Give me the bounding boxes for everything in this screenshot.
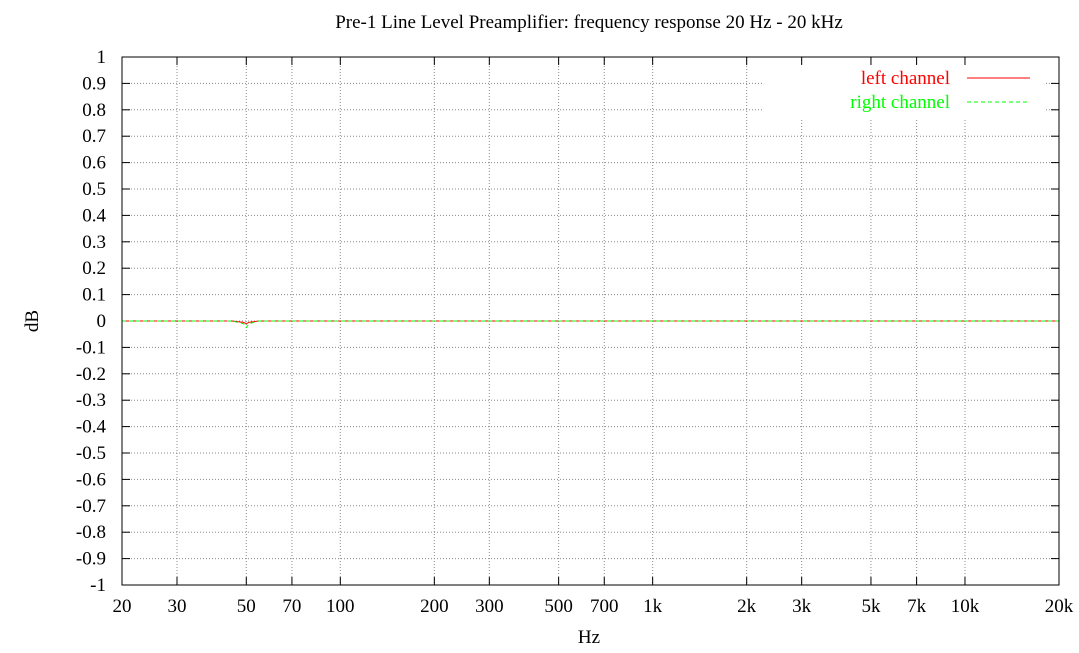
y-tick-label: -0.2 xyxy=(76,364,106,385)
x-tick-label: 20k xyxy=(1045,596,1074,617)
x-tick-label: 3k xyxy=(792,596,812,617)
y-tick-label: 0.6 xyxy=(82,153,106,174)
y-tick-label: -0.9 xyxy=(76,549,106,570)
y-tick-label: 0.5 xyxy=(82,179,106,200)
y-tick-label: -0.5 xyxy=(76,443,106,464)
legend: left channel right channel xyxy=(762,66,1045,118)
y-tick-label: -0.1 xyxy=(76,337,106,358)
x-tick-label: 50 xyxy=(237,596,256,617)
y-tick-label: 0.1 xyxy=(82,285,106,306)
y-tick-label: 0 xyxy=(97,311,107,332)
x-tick-label: 1k xyxy=(643,596,663,617)
x-tick-labels: 20 30 50 70 100 200 300 500 700 1k 2k 3k 5k 7k 10k 20k xyxy=(113,596,1074,617)
plot-frame xyxy=(121,56,1060,586)
y-tick-label: -0.6 xyxy=(76,469,106,490)
x-tick-label: 2k xyxy=(737,596,757,617)
y-tick-label: -0.3 xyxy=(76,390,106,411)
x-tick-label: 30 xyxy=(167,596,186,617)
y-tick-labels: 1 0.9 0.8 0.7 0.6 0.5 0.4 0.3 0.2 0.1 0 -0.1 -0.2 -0.… xyxy=(76,47,107,596)
y-tick-label: 0.4 xyxy=(82,205,106,226)
y-tick-label: 0.2 xyxy=(82,258,106,279)
series-line-right-channel xyxy=(122,320,1059,329)
data-series xyxy=(122,320,1059,329)
y-axis-label: dB xyxy=(22,310,43,332)
x-tick-label: 100 xyxy=(326,596,355,617)
x-tick-label: 5k xyxy=(861,596,881,617)
x-tick-label: 300 xyxy=(475,596,504,617)
y-tick-label: 0.8 xyxy=(82,100,106,121)
legend-label: right channel xyxy=(850,92,950,113)
x-tick-label: 70 xyxy=(282,596,301,617)
chart-title: Pre-1 Line Level Preamplifier: frequency… xyxy=(335,12,843,33)
x-tick-label: 7k xyxy=(907,596,927,617)
legend-background xyxy=(762,66,1045,118)
axis-ticks xyxy=(121,56,1060,586)
legend-label: left channel xyxy=(861,68,950,89)
y-tick-label: -0.8 xyxy=(76,522,106,543)
x-tick-label: 10k xyxy=(951,596,980,617)
y-tick-label: 0.9 xyxy=(82,73,106,94)
y-tick-label: 0.7 xyxy=(82,126,106,147)
x-tick-label: 500 xyxy=(544,596,573,617)
y-tick-label: 1 xyxy=(97,47,107,68)
x-tick-label: 700 xyxy=(590,596,619,617)
y-tick-label: -1 xyxy=(90,575,106,596)
y-tick-label: -0.4 xyxy=(76,417,107,438)
y-tick-label: 0.3 xyxy=(82,232,106,253)
y-tick-label: -0.7 xyxy=(76,496,106,517)
x-axis-label: Hz xyxy=(578,627,600,648)
x-tick-label: 200 xyxy=(420,596,449,617)
x-tick-label: 20 xyxy=(113,596,132,617)
